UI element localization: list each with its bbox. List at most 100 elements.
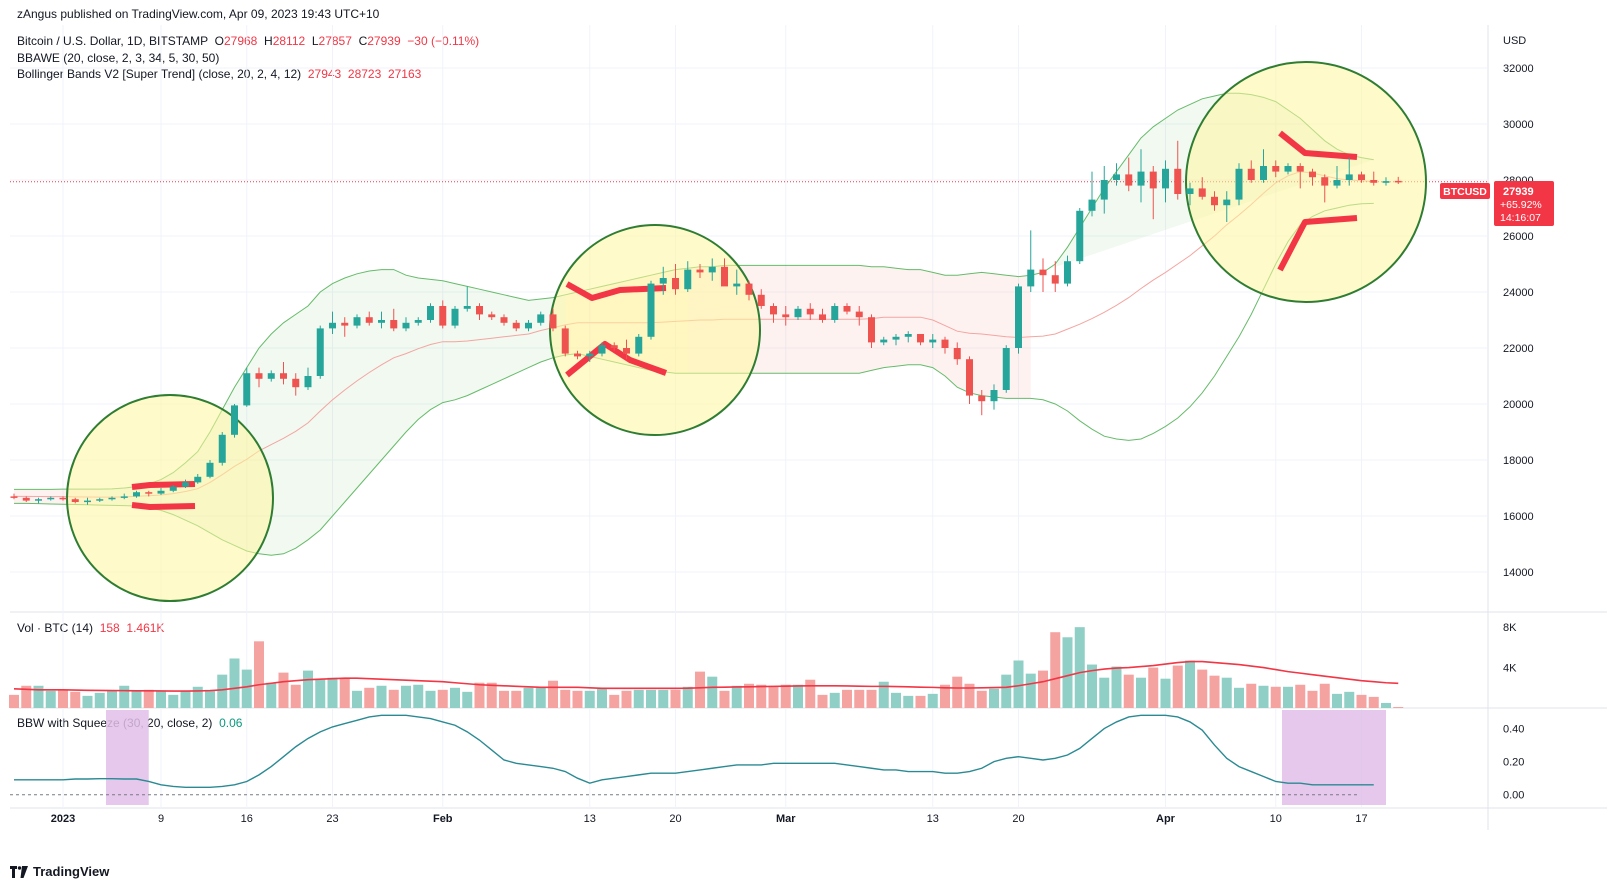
volume-bar [670,689,681,708]
candle [733,269,741,295]
candle [194,474,202,484]
candle [855,306,863,326]
volume-bar [878,681,889,708]
candle [22,496,30,502]
volume-bar [1209,675,1220,708]
candle-body [329,322,336,329]
low-value: 27857 [318,34,352,48]
candle [1039,258,1047,292]
candle-body [402,322,410,329]
candle [574,350,581,360]
candle [59,496,67,501]
candle-body [1088,199,1096,211]
time-tick-label: 17 [1355,813,1367,825]
candle [84,497,91,505]
volume-bar [388,689,399,708]
bbw-line [14,714,1374,788]
candle-body [831,306,839,320]
volume-bar [474,682,485,708]
upper-squeeze-mark [565,281,667,301]
candle-body [476,306,483,315]
volume-bar [1295,684,1306,708]
candle-body [1113,174,1120,180]
candle-body [35,499,42,501]
volume-legend: Vol · BTC (14) 158 1.461K [17,621,164,635]
candle [1309,168,1316,186]
volume-bar [1283,686,1293,708]
candle-body [390,320,398,329]
volume-bar [401,685,411,708]
candle [1088,171,1096,217]
candle-body [1039,269,1047,276]
volume-bar [535,687,546,708]
candle-body [378,320,385,323]
symbol-legend: Bitcoin / U.S. Dollar, 1D, BITSTAMP O279… [17,34,479,48]
bbv2-upper: 28723 [347,67,382,81]
candle-body [770,306,777,315]
candle [843,303,851,315]
bbawe-legend: BBAWE (20, close, 2, 3, 34, 5, 30, 50) [17,51,219,65]
volume-bar [180,690,191,708]
close-label: C [358,34,368,48]
candle-body [96,499,104,501]
volume-bar [1344,691,1355,708]
volume-bar [523,687,534,708]
time-tick-label: 10 [1270,813,1282,825]
volume-ma-line [13,660,1399,692]
candle [757,289,765,309]
volume-bar [131,690,142,708]
candle-body [1100,180,1108,200]
candle [157,488,165,495]
candle-body [1345,174,1353,180]
brand-name: TradingView [33,864,110,879]
volume-bar [584,690,595,708]
volume-bar [413,684,424,708]
candle [868,314,875,348]
volume-tick-label: 4K [1503,663,1517,675]
volume-bar [1099,677,1110,708]
volume-bar [58,689,68,708]
candle [598,342,606,357]
volume-bar [450,687,460,708]
volume-bar [952,676,963,708]
candle [525,320,532,332]
candle-body [1235,168,1243,200]
candle [512,320,520,332]
candle-body [806,308,814,315]
candle [71,497,79,504]
candle [402,317,410,332]
candle [267,370,275,382]
candle-body [904,334,912,337]
volume-bar [45,690,56,708]
candle [96,497,104,502]
volume-bar [817,694,828,708]
volume-bar [82,695,93,708]
tradingview-brand[interactable]: TradingView [10,864,109,879]
volume-bar [1381,702,1391,708]
volume-bar [915,695,926,708]
volume-bar [192,686,203,708]
volume-bar [1332,693,1342,708]
candle-body [659,278,667,284]
volume-bar [1356,694,1367,708]
volume-bar [1234,687,1244,708]
candle [610,342,618,351]
candle-body [868,317,875,343]
candle-body [586,353,594,357]
candle [1027,230,1035,292]
candle [819,308,826,323]
volume-bar [9,694,19,708]
low-label: L [311,34,319,48]
volume-bar [462,691,473,708]
price-tick-label: 26000 [1503,231,1534,243]
lower-squeeze-mark [565,341,668,378]
candle [561,325,569,357]
candle-body [708,266,716,273]
squeeze-highlights [66,61,1427,602]
candle-body [157,490,165,494]
candle-body [1076,210,1084,262]
candle [647,280,655,340]
volume-bar [1123,674,1134,708]
candle-body [59,497,67,500]
